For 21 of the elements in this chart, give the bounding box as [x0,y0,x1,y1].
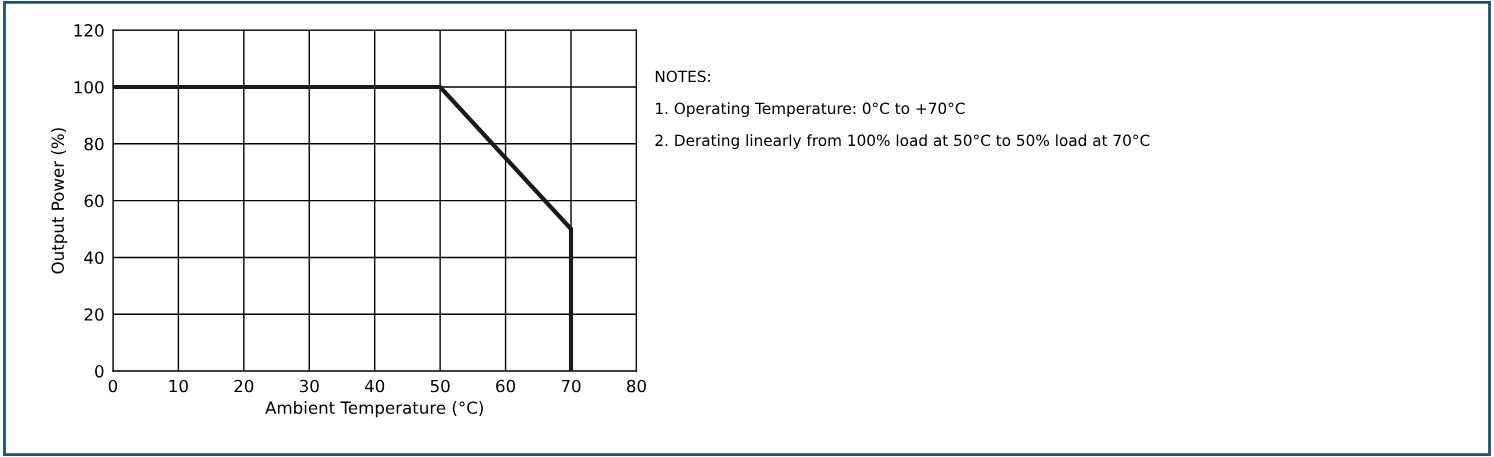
y-tick-label: 60 [84,194,104,208]
y-tick-label: 120 [74,24,104,37]
x-tick-label: 40 [364,379,385,393]
y-tick-label: 0 [95,365,104,378]
y-tick-label: 20 [84,308,104,321]
x-tick-label: 60 [496,379,516,393]
x-tick-label: 0 [108,379,118,393]
x-tick-label: 50 [430,379,450,393]
text: 2. Derating linearly from 100% load at 50°C to 50% load at 70°C [655,134,1150,150]
y-tick-label: 80 [84,137,104,151]
text: NOTES: [655,70,710,83]
y-axis-title: Output Power (%) [51,128,68,274]
x-tick-label: 20 [234,379,254,393]
text: 1. Operating Temperature: 0°C to +70°C [656,102,965,118]
x-tick-label: 80 [626,379,646,393]
x-tick-label: 30 [299,379,319,393]
x-axis-title: Ambient Temperature (°C) [265,401,483,418]
y-tick-label: 40 [84,251,104,265]
x-tick-label: 70 [561,379,581,393]
x-tick-label: 10 [169,379,188,393]
y-tick-label: 100 [74,80,104,94]
